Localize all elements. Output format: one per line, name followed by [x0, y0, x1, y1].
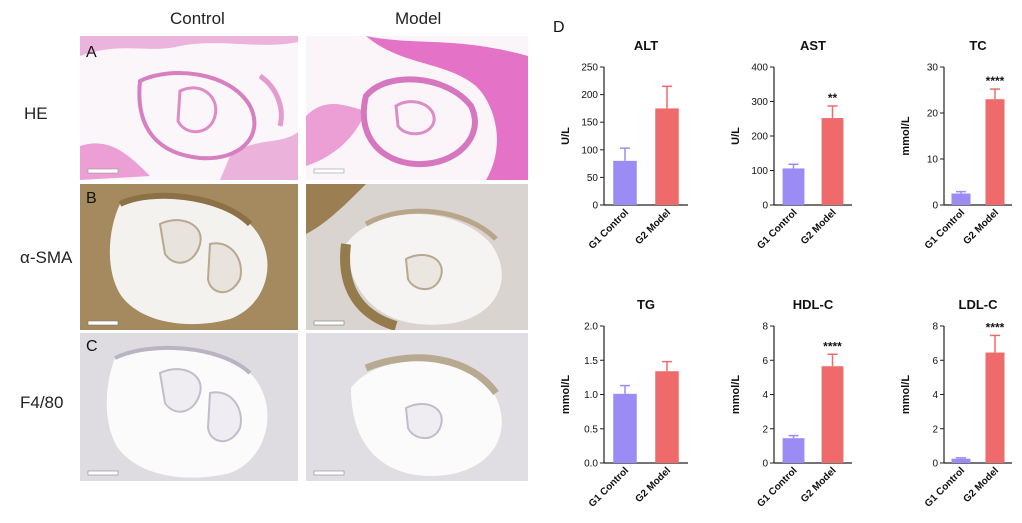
panel-letter-a: A [86, 44, 97, 61]
panel-letter-d: D [553, 19, 565, 36]
hdl-c-bar-1 [821, 366, 844, 463]
tc-ylabel: mmol/L [900, 116, 912, 155]
tg-ytick-label-1: 0.5 [584, 424, 598, 435]
tg-ytick-label-0: 0.0 [584, 459, 598, 470]
alt-ytick-label-1: 50 [587, 173, 599, 184]
column-header-model: Model [395, 9, 442, 28]
ldl-c-xtick-label-1: G2 Model [962, 465, 1002, 505]
tg-ytick-label-4: 2.0 [584, 322, 598, 333]
ldl-c-ylabel: mmol/L [900, 375, 912, 414]
hdl-c-title: HDL-C [793, 297, 834, 312]
tc-ytick-label-3: 30 [927, 63, 939, 74]
tg-ylabel: mmol/L [560, 375, 572, 414]
alt-ytick-label-0: 0 [592, 201, 598, 212]
tc-title: TC [969, 38, 987, 53]
ldl-c-significance: **** [986, 320, 1005, 334]
tc-ytick-label-2: 20 [927, 109, 939, 120]
hdl-c-ytick-label-2: 4 [762, 390, 768, 401]
hdl-c-bar-0 [782, 438, 805, 463]
ast-bar-1 [821, 118, 844, 205]
asma-control-image [80, 184, 298, 330]
alt-ytick-label-5: 250 [581, 63, 598, 74]
alt-xtick-label-1: G2 Model [634, 207, 674, 247]
alt-ytick-label-2: 100 [581, 145, 598, 156]
ast-ylabel: U/L [730, 127, 742, 145]
tg-title: TG [637, 297, 655, 312]
panel-letter-c: C [86, 338, 98, 355]
ldl-c-ytick-label-3: 6 [932, 356, 938, 367]
ast-ytick-label-0: 0 [762, 201, 768, 212]
hdl-c-ytick-label-1: 2 [762, 424, 768, 435]
ldl-c-bar-0 [951, 458, 971, 463]
hdl-c-ylabel: mmol/L [730, 375, 742, 414]
ast-title: AST [800, 38, 826, 53]
ast-xtick-label-0: G1 Control [755, 207, 799, 251]
ldl-c-ytick-label-1: 2 [932, 424, 938, 435]
ast-bar-0 [782, 168, 805, 205]
ldl-c-ytick-label-4: 8 [932, 322, 938, 333]
alt-bar-0 [613, 160, 637, 205]
tc-bar-0 [951, 193, 971, 205]
hdl-c-significance: **** [823, 339, 842, 353]
tg-ytick-label-3: 1.5 [584, 356, 598, 367]
ast-ytick-label-3: 300 [751, 97, 768, 108]
tc-significance: **** [986, 74, 1005, 88]
he-control-image [80, 36, 298, 180]
alt-bar-1 [655, 108, 679, 205]
ast-significance: ** [828, 91, 838, 105]
ldl-c-ytick-label-2: 4 [932, 390, 938, 401]
ldl-c-xtick-label-0: G1 Control [923, 465, 967, 509]
alt-ylabel: U/L [560, 127, 572, 145]
ldl-c-ytick-label-0: 0 [932, 459, 938, 470]
ast-ytick-label-1: 100 [751, 166, 768, 177]
ast-ytick-label-2: 200 [751, 132, 768, 143]
tg-xtick-label-1: G2 Model [634, 465, 674, 505]
alt-ytick-label-3: 150 [581, 118, 598, 129]
hdl-c-xtick-label-1: G2 Model [799, 465, 839, 505]
tg-bar-1 [655, 371, 679, 463]
hdl-c-ytick-label-4: 8 [762, 322, 768, 333]
alt-xtick-label-0: G1 Control [587, 207, 631, 251]
f480-control-image [80, 333, 298, 481]
ast-xtick-label-1: G2 Model [799, 207, 839, 247]
row-label-he: HE [24, 104, 48, 123]
ldl-c-title: LDL-C [959, 297, 999, 312]
panel-letter-b: B [86, 190, 97, 207]
row-label-f480: F4/80 [20, 393, 64, 412]
hdl-c-ytick-label-0: 0 [762, 459, 768, 470]
f480-model-image [306, 333, 528, 481]
alt-title: ALT [634, 38, 658, 53]
tc-xtick-label-1: G2 Model [962, 207, 1002, 247]
tc-xtick-label-0: G1 Control [923, 207, 967, 251]
alt-ytick-label-4: 200 [581, 90, 598, 101]
he-model-image [306, 36, 528, 180]
tc-ytick-label-0: 0 [932, 201, 938, 212]
hdl-c-xtick-label-0: G1 Control [755, 465, 799, 509]
column-header-control: Control [170, 9, 225, 28]
tc-bar-1 [985, 99, 1005, 205]
ast-ytick-label-4: 400 [751, 63, 768, 74]
tg-ytick-label-2: 1.0 [584, 390, 598, 401]
asma-model-image [306, 184, 528, 330]
row-label-asma: α-SMA [20, 248, 73, 267]
tg-xtick-label-0: G1 Control [587, 465, 631, 509]
hdl-c-ytick-label-3: 6 [762, 356, 768, 367]
tc-ytick-label-1: 10 [927, 155, 939, 166]
ldl-c-bar-1 [985, 352, 1005, 463]
tg-bar-0 [613, 393, 637, 463]
